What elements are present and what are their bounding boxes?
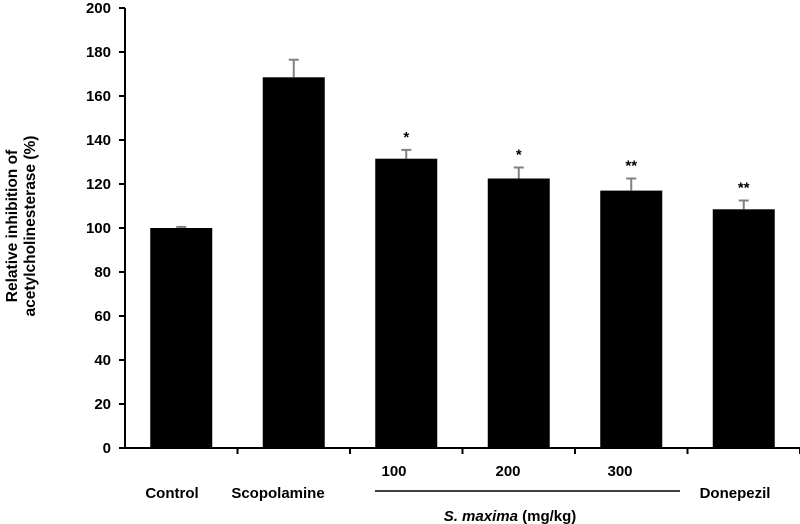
y-tick-label: 20 bbox=[94, 396, 111, 413]
significance-marker: * bbox=[516, 147, 522, 164]
y-axis-label-line-1: Relative inhibition of bbox=[4, 149, 21, 302]
bar bbox=[600, 190, 663, 448]
bar bbox=[262, 77, 325, 449]
y-tick-label: 60 bbox=[94, 308, 111, 325]
y-tick-label: 0 bbox=[103, 440, 111, 457]
y-tick-label: 40 bbox=[94, 352, 111, 369]
y-tick-label: 80 bbox=[94, 264, 111, 281]
y-tick-label: 120 bbox=[86, 176, 111, 193]
significance-marker: ** bbox=[738, 180, 750, 197]
x-category-label: Scopolamine bbox=[231, 485, 324, 502]
group-label: S. maxima (mg/kg) bbox=[444, 508, 577, 524]
group-label-italic: S. maxima bbox=[444, 508, 518, 524]
x-category-label: 200 bbox=[495, 463, 520, 480]
bar bbox=[150, 228, 213, 448]
y-tick-label: 180 bbox=[86, 44, 111, 61]
bars bbox=[150, 58, 775, 449]
y-tick-label: 140 bbox=[86, 132, 111, 149]
y-tick-label: 200 bbox=[86, 0, 111, 17]
bar bbox=[712, 209, 775, 448]
significance-marker: ** bbox=[625, 158, 637, 175]
significance-marker: * bbox=[403, 129, 409, 146]
y-axis-label: Relative inhibition of acetylcholinester… bbox=[4, 136, 39, 317]
bar bbox=[375, 158, 438, 448]
axes bbox=[119, 7, 800, 492]
x-category-label: Control bbox=[145, 485, 198, 502]
labels: 020406080100120140160180200******Control… bbox=[86, 0, 770, 524]
x-category-label: Donepezil bbox=[700, 485, 771, 502]
y-tick-label: 100 bbox=[86, 220, 111, 237]
x-category-label: 100 bbox=[381, 463, 406, 480]
y-axis-label-line-2: acetylcholinesterase (%) bbox=[22, 136, 39, 317]
x-category-label: 300 bbox=[607, 463, 632, 480]
group-label-unit: (mg/kg) bbox=[518, 508, 576, 524]
bar bbox=[487, 178, 550, 448]
y-tick-label: 160 bbox=[86, 88, 111, 105]
